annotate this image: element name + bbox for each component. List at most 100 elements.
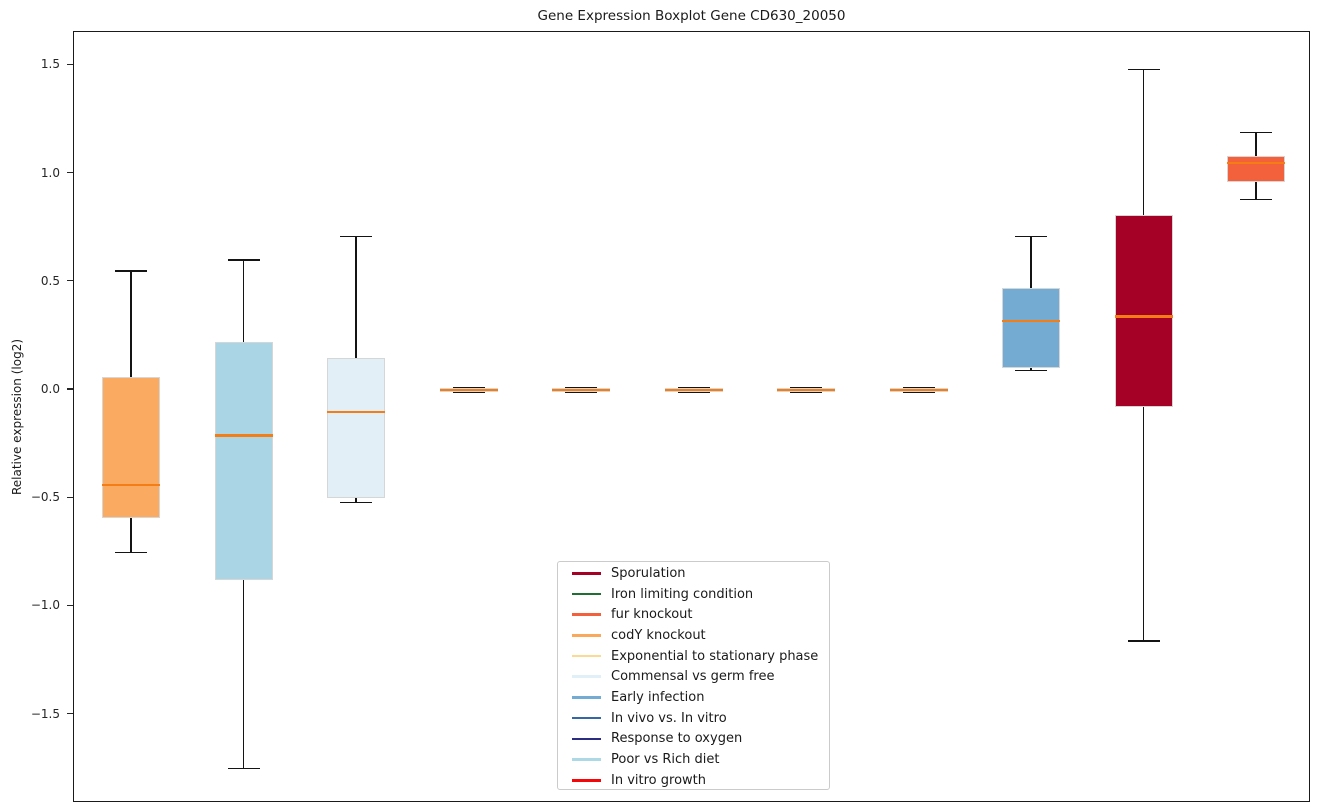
lower-cap: [1015, 369, 1047, 372]
lower-cap: [902, 391, 935, 394]
y-tick-label: 1.5: [40, 57, 60, 72]
upper-cap: [565, 386, 597, 389]
legend: Sporulation Iron limiting condition fur kn…: [557, 561, 830, 790]
lower-cap: [1240, 198, 1272, 201]
legend-line-swatch: [572, 716, 601, 720]
lower-whisker: [242, 580, 245, 769]
legend-item-label: Sporulation: [611, 565, 686, 581]
lower-cap: [677, 391, 710, 394]
chart-title: Gene Expression Boxplot Gene CD630_20050: [537, 8, 846, 24]
upper-cap: [677, 386, 710, 389]
legend-item: Iron limiting condition: [566, 584, 821, 605]
legend-item: codY knockout: [566, 625, 821, 646]
upper-cap: [790, 386, 822, 389]
y-tick-label: −0.5: [30, 490, 60, 505]
legend-item: Early infection: [566, 687, 821, 708]
y-tick-mark: [67, 604, 73, 607]
median-line: [102, 484, 160, 487]
lower-cap: [1127, 640, 1160, 642]
y-tick-mark: [67, 496, 73, 498]
y-axis-label: Relative expression (log2): [10, 338, 24, 496]
upper-whisker: [1030, 236, 1032, 289]
median-line: [327, 410, 385, 413]
lower-cap: [227, 767, 260, 770]
legend-line-swatch: [572, 654, 601, 658]
lower-whisker: [1255, 182, 1257, 200]
legend-line-swatch: [572, 758, 601, 761]
legend-item: fur knockout: [566, 604, 821, 625]
lower-cap: [340, 501, 372, 504]
upper-cap: [340, 235, 372, 238]
upper-whisker: [1255, 132, 1257, 157]
box: [102, 377, 160, 518]
legend-line-swatch: [572, 613, 601, 617]
upper-cap: [1015, 235, 1047, 238]
legend-item-label: Iron limiting condition: [611, 586, 754, 602]
lower-whisker: [1030, 368, 1032, 371]
upper-whisker: [242, 260, 245, 343]
median-line: [777, 388, 835, 392]
legend-item: Poor vs Rich diet: [566, 749, 821, 770]
legend-item: Sporulation: [566, 563, 821, 584]
median-line: [214, 434, 273, 437]
upper-whisker: [130, 270, 132, 377]
upper-cap: [902, 386, 935, 389]
y-tick-mark: [67, 712, 73, 715]
box: [1114, 214, 1173, 408]
legend-line-swatch: [572, 778, 601, 782]
median-line: [664, 388, 723, 392]
upper-whisker: [1142, 69, 1145, 215]
legend-item: In vivo vs. In vitro: [566, 708, 821, 729]
lower-cap: [565, 391, 597, 394]
legend-line-swatch: [572, 737, 601, 741]
upper-cap: [1127, 68, 1160, 71]
median-line: [552, 388, 610, 392]
upper-cap: [1240, 131, 1272, 134]
legend-item-label: Poor vs Rich diet: [611, 752, 720, 768]
box: [1002, 288, 1060, 369]
legend-item: Exponential to stationary phase: [566, 646, 821, 667]
legend-item: Commensal vs germ free: [566, 666, 821, 687]
legend-item-label: Response to oxygen: [611, 731, 743, 747]
y-tick-label: −1.0: [30, 598, 60, 613]
y-tick-mark: [67, 280, 73, 282]
legend-line-swatch: [572, 572, 601, 575]
lower-cap: [452, 391, 485, 394]
y-tick-mark: [67, 388, 73, 390]
lower-whisker: [355, 498, 357, 503]
lower-whisker: [1142, 407, 1145, 641]
upper-cap: [452, 386, 485, 389]
legend-item-label: In vivo vs. In vitro: [611, 710, 727, 726]
box: [214, 342, 273, 581]
median-line: [1114, 315, 1173, 318]
box: [327, 357, 385, 499]
legend-line-swatch: [572, 696, 601, 699]
y-tick-mark: [67, 63, 73, 66]
legend-line-swatch: [572, 592, 601, 596]
median-line: [1002, 319, 1060, 322]
legend-item-label: Exponential to stationary phase: [611, 648, 819, 664]
legend-item-label: Commensal vs germ free: [611, 669, 775, 685]
y-tick-mark: [67, 171, 73, 174]
y-tick-label: 1.0: [40, 165, 60, 180]
lower-cap: [790, 391, 822, 394]
median-line: [1227, 161, 1285, 164]
legend-line-swatch: [572, 675, 601, 679]
upper-cap: [115, 270, 147, 272]
legend-item-label: codY knockout: [611, 627, 706, 643]
upper-cap: [227, 259, 260, 261]
legend-line-swatch: [572, 634, 601, 637]
y-tick-label: 0.0: [40, 382, 60, 396]
y-tick-label: −1.5: [30, 706, 60, 721]
legend-item: Response to oxygen: [566, 729, 821, 750]
legend-item-label: In vitro growth: [611, 772, 706, 788]
legend-item-label: fur knockout: [611, 607, 693, 623]
lower-cap: [115, 551, 147, 554]
median-line: [439, 388, 498, 392]
legend-item-label: Early infection: [611, 689, 705, 705]
upper-whisker: [355, 236, 357, 358]
lower-whisker: [130, 517, 132, 553]
y-tick-label: 0.5: [40, 273, 60, 288]
legend-item: In vitro growth: [566, 770, 821, 791]
